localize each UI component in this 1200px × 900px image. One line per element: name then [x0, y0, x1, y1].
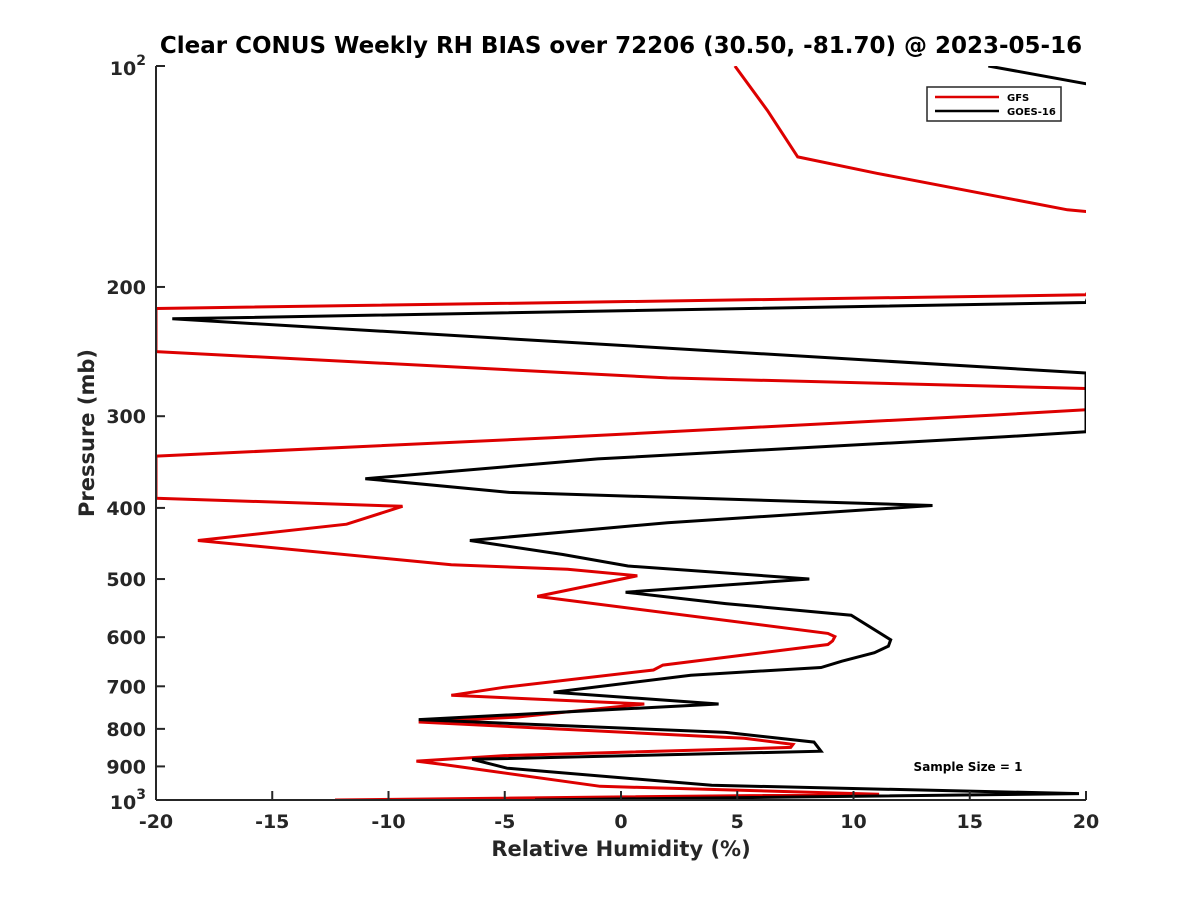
legend-box [926, 86, 1062, 122]
y-tick-label: 800 [106, 719, 146, 741]
y-tick-label: 500 [106, 569, 146, 591]
x-tick-label: -15 [255, 811, 289, 833]
x-tick-label: 15 [957, 811, 983, 833]
legend-entry-label: GFS [1007, 93, 1029, 104]
x-tick-label: 5 [731, 811, 744, 833]
x-tick-label: -10 [371, 811, 405, 833]
x-tick-label: 20 [1073, 811, 1099, 833]
y-tick-label: 700 [106, 676, 146, 698]
y-tick-label: 300 [106, 406, 146, 428]
y-tick-label: 600 [106, 627, 146, 649]
y-tick-label: 103 [110, 787, 146, 814]
chart-title: Clear CONUS Weekly RH BIAS over 72206 (3… [160, 33, 1082, 59]
y-tick-label: 900 [106, 756, 146, 778]
legend: GFS GOES-16 [926, 86, 1062, 122]
series-line-goes-16 [172, 66, 1086, 800]
y-tick-label: 102 [110, 53, 146, 80]
x-tick-label: -5 [494, 811, 515, 833]
plot-area [156, 66, 1086, 800]
y-tick-label: 200 [106, 277, 146, 299]
sample-size-annotation: Sample Size = 1 [914, 760, 1023, 774]
legend-entry-label: GOES-16 [1007, 107, 1056, 118]
y-axis-label: Pressure (mb) [75, 349, 99, 517]
x-axis-label: Relative Humidity (%) [491, 837, 750, 861]
x-tick-label: -20 [139, 811, 173, 833]
axes: -20 -15 -10 -5 0 5 10 15 20 200 300 400 500 600 700 800… [106, 53, 1099, 833]
y-tick-label: 400 [106, 498, 146, 520]
x-tick-label: 10 [840, 811, 866, 833]
series-line-gfs [156, 66, 1086, 800]
x-tick-label: 0 [614, 811, 627, 833]
